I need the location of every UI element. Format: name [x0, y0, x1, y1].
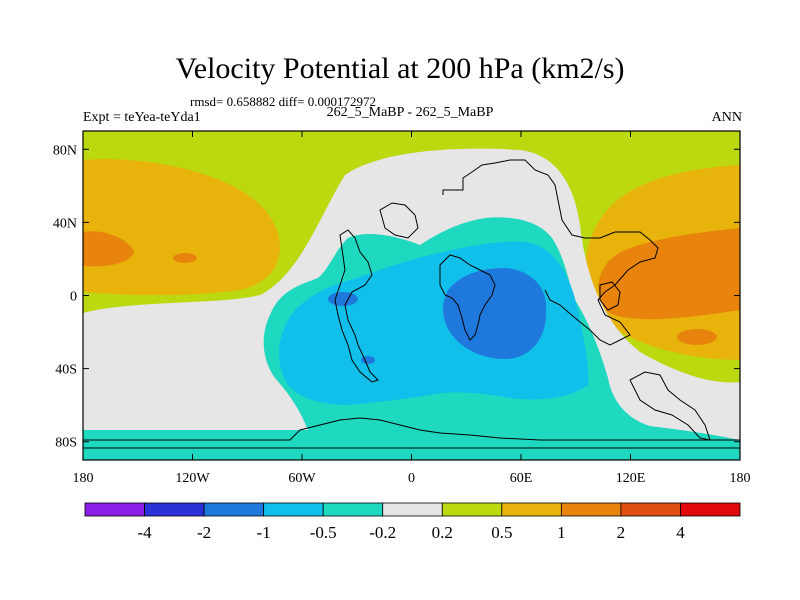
contour-fill-darkorange-spot [173, 253, 197, 263]
colorbar-label: 0.5 [491, 523, 512, 542]
y-tick-label: 0 [70, 290, 77, 305]
plot-title: Velocity Potential at 200 hPa (km2/s) [175, 52, 625, 85]
colorbar-swatch [84, 502, 145, 517]
contour-fill-orange-west [83, 159, 280, 296]
colorbar-swatch [144, 502, 205, 517]
contour-fill-darkorange-west [83, 231, 134, 267]
y-tick-label: 80S [55, 436, 77, 451]
colorbar-label: -4 [137, 523, 152, 542]
y-tick-label: 40S [55, 363, 77, 378]
colorbar-swatch [680, 502, 741, 517]
colorbar-label: -1 [257, 523, 271, 542]
y-tick-label: 80N [53, 143, 77, 158]
y-tick-label: 40N [53, 216, 77, 231]
colorbar-label: 2 [617, 523, 626, 542]
contour-fill-blue-spot-south [361, 356, 375, 364]
x-tick-label: 60W [288, 471, 316, 486]
colorbar-swatch [263, 502, 324, 517]
colorbar-swatch [501, 502, 562, 517]
x-axis: 180 120W 60W 0 60E 120E 180 [73, 131, 751, 486]
x-tick-label: 180 [730, 471, 751, 486]
colorbar-swatch [441, 502, 503, 517]
case-label: 262_5_MaBP - 262_5_MaBP [326, 105, 494, 120]
colorbar-label: 1 [557, 523, 566, 542]
experiment-label: Expt = teYea-teYda1 [83, 110, 201, 125]
colorbar: -4 -2 -1 -0.5 -0.2 0.2 0.5 1 2 4 [84, 502, 741, 542]
stats-line: rmsd= 0.658882 diff= 0.000172972 [190, 94, 376, 109]
contour-fill-blue-spot-west [328, 292, 358, 306]
x-tick-label: 120E [616, 471, 646, 486]
x-tick-label: 120W [175, 471, 210, 486]
colorbar-label: -0.5 [310, 523, 337, 542]
season-label: ANN [711, 110, 742, 125]
colorbar-swatch [620, 502, 681, 517]
x-tick-label: 0 [408, 471, 415, 486]
colorbar-swatch [322, 502, 384, 517]
contour-fill-blue [443, 268, 547, 359]
x-tick-label: 60E [510, 471, 533, 486]
colorbar-swatch [560, 502, 622, 517]
y-axis: 80N 40N 0 40S 80S [53, 143, 740, 451]
colorbar-swatch [382, 502, 443, 517]
colorbar-label: -0.2 [369, 523, 396, 542]
x-tick-label: 180 [73, 471, 94, 486]
contour-fill-darkorange-east-spot [677, 329, 717, 345]
contour-fill-darkorange-east [598, 228, 740, 320]
colorbar-label: 0.2 [432, 523, 453, 542]
colorbar-swatch [203, 502, 265, 517]
colorbar-label: 4 [676, 523, 685, 542]
coastlines [83, 159, 740, 449]
contour-field [83, 131, 740, 460]
colorbar-label: -2 [197, 523, 211, 542]
